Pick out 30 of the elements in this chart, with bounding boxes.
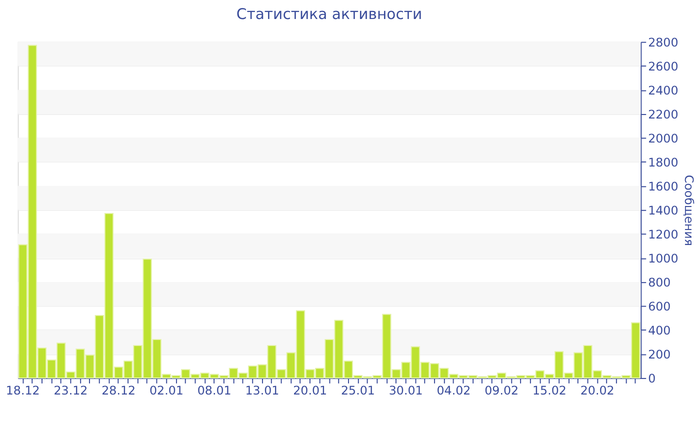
- y-tick-label: 800: [648, 275, 671, 290]
- y-tick-label: 400: [648, 323, 671, 338]
- y-tick-label: 2200: [648, 107, 678, 122]
- y-tick-label: 1800: [648, 155, 678, 170]
- x-tick-label: 30.01: [388, 383, 423, 398]
- x-tick-label: 28.12: [102, 383, 136, 398]
- y-tick-label: 2800: [648, 35, 678, 50]
- x-tick-label: 20.01: [293, 383, 328, 398]
- y-axis-title: Сообщения: [682, 174, 696, 246]
- x-tick-label: 13.01: [245, 383, 280, 398]
- x-tick-label: 15.02: [532, 383, 566, 398]
- y-tick-label: 2600: [648, 59, 678, 74]
- y-tick-label: 1200: [648, 227, 678, 242]
- chart-title: Статистика активности: [236, 6, 422, 24]
- x-tick-label: 18.12: [6, 383, 40, 398]
- x-tick-label: 08.01: [197, 383, 232, 398]
- x-tick-label: 25.01: [340, 383, 375, 398]
- y-tick-label: 1600: [648, 179, 678, 194]
- x-tick-label: 20.02: [580, 383, 614, 398]
- y-tick-label: 0: [648, 371, 656, 386]
- y-tick-label: 600: [648, 299, 671, 314]
- x-tick-label: 09.02: [484, 383, 519, 398]
- y-tick-label: 1000: [648, 251, 678, 266]
- x-tick-label: 02.01: [149, 383, 184, 398]
- x-tick-label: 04.02: [436, 383, 471, 398]
- y-tick-label: 200: [648, 347, 671, 362]
- y-tick-label: 1400: [648, 203, 678, 218]
- y-tick-label: 2000: [648, 131, 678, 146]
- x-tick-label: 23.12: [54, 383, 88, 398]
- y-tick-label: 2400: [648, 83, 678, 98]
